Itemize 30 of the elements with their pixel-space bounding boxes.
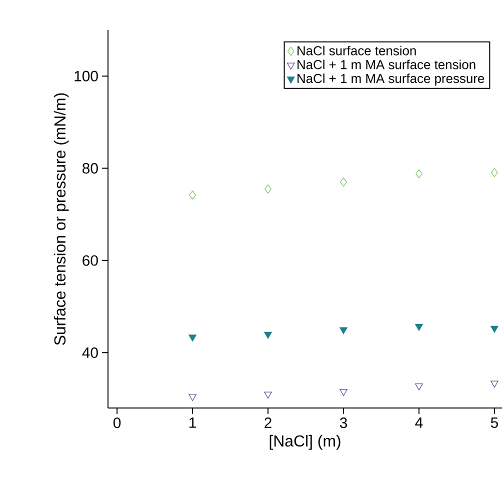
point <box>340 178 347 187</box>
point <box>340 389 348 396</box>
point <box>188 394 196 401</box>
x-axis-title: [NaCl] (m) <box>270 434 340 450</box>
y-tick-label: 80 <box>82 163 98 174</box>
x-tick-label: 4 <box>415 417 423 428</box>
point <box>415 324 423 331</box>
point <box>416 169 422 178</box>
point <box>340 327 348 334</box>
y-tick-label: 100 <box>74 70 98 82</box>
point <box>490 326 498 333</box>
point <box>264 392 272 399</box>
x-tick-label: 5 <box>490 417 498 428</box>
point <box>189 190 196 200</box>
point <box>415 383 423 390</box>
legend-label: NaCl + 1 m MA surface tension <box>298 60 476 70</box>
y-tick-label: 60 <box>82 255 98 266</box>
y-axis-title: Surface tension or pressure (mN/m) <box>54 93 69 345</box>
y-tick-label: 40 <box>82 347 98 358</box>
point <box>491 168 498 177</box>
x-tick-label: 2 <box>264 417 272 428</box>
point <box>264 332 272 339</box>
x-tick-label: 1 <box>190 417 196 428</box>
point <box>490 380 498 388</box>
legend-label: NaCl surface tension <box>298 46 416 56</box>
legend-label: NaCl + 1 m MA surface pressure <box>298 74 484 86</box>
point <box>264 184 272 194</box>
x-tick-label: 3 <box>340 417 347 428</box>
point <box>188 334 196 342</box>
x-tick-label: 0 <box>113 417 121 428</box>
